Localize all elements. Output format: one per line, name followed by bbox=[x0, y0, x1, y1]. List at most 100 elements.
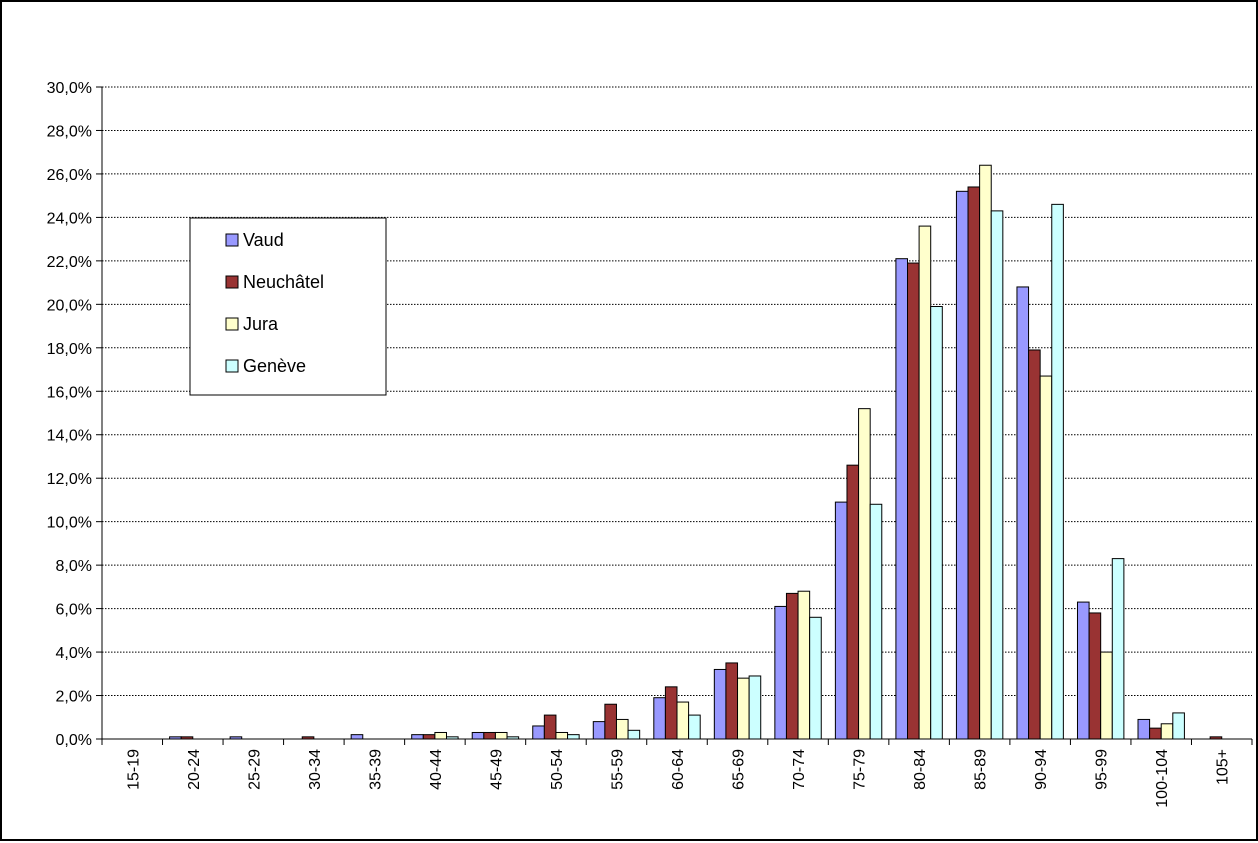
x-tick-label: 60-64 bbox=[670, 749, 687, 790]
x-tick-label: 45-49 bbox=[488, 749, 505, 790]
x-tick-label: 50-54 bbox=[549, 749, 566, 790]
legend-label: Genève bbox=[243, 356, 306, 376]
bar-neuch-tel-75-79 bbox=[846, 464, 860, 740]
y-tick-label: 18,0% bbox=[47, 341, 92, 358]
legend-swatch bbox=[225, 317, 239, 331]
bar-jura-95-99 bbox=[1100, 651, 1113, 740]
bar-jura-65-69 bbox=[737, 677, 750, 740]
bar-vaud-55-59 bbox=[592, 721, 606, 740]
bar-vaud-90-94 bbox=[1016, 286, 1030, 740]
bar-vaud-45-49 bbox=[471, 731, 485, 740]
bar-neuch-tel-55-59 bbox=[604, 703, 617, 740]
bar-jura-40-44 bbox=[434, 731, 447, 740]
x-tick-label: 35-39 bbox=[367, 749, 384, 790]
bar-vaud-65-69 bbox=[713, 668, 727, 740]
legend-swatch bbox=[225, 359, 239, 373]
legend-label: Neuchâtel bbox=[243, 272, 324, 292]
bar-gen-ve-65-69 bbox=[748, 675, 762, 740]
y-tick-label: 22,0% bbox=[47, 254, 92, 271]
bar-jura-55-59 bbox=[615, 718, 629, 740]
x-tick-label: 25-29 bbox=[246, 749, 263, 790]
bar-neuch-tel-40-44 bbox=[422, 734, 436, 740]
bar-neuch-tel-65-69 bbox=[725, 662, 739, 740]
y-tick-labels: 0,0% 2,0% 4,0% 6,0% 8,0% 10,0% 12,0% 14,0% 16,0%… bbox=[47, 80, 92, 749]
y-tick-label: 28,0% bbox=[47, 123, 92, 140]
bar-vaud-80-84 bbox=[895, 258, 909, 740]
x-tick-label: 15-19 bbox=[125, 749, 142, 790]
bar-vaud-70-74 bbox=[774, 605, 787, 740]
bar-neuch-tel-80-84 bbox=[907, 262, 920, 740]
y-tick-label: 6,0% bbox=[56, 602, 92, 619]
bar-vaud-60-64 bbox=[653, 697, 666, 740]
bar-vaud-100-104 bbox=[1137, 718, 1151, 740]
bar-jura-50-54 bbox=[555, 731, 569, 740]
y-tick-label: 12,0% bbox=[47, 471, 92, 488]
bar-vaud-35-39 bbox=[350, 734, 364, 740]
y-tick-label: 26,0% bbox=[47, 167, 92, 184]
bar-gen-ve-75-79 bbox=[869, 503, 883, 740]
bar-gen-ve-55-59 bbox=[627, 729, 641, 740]
y-tick-label: 14,0% bbox=[47, 428, 92, 445]
legend-swatch bbox=[225, 233, 239, 247]
bar-neuch-tel-95-99 bbox=[1088, 612, 1102, 740]
bars bbox=[169, 164, 1223, 740]
x-tick-label: 30-34 bbox=[307, 749, 324, 790]
x-tick-label: 70-74 bbox=[791, 749, 808, 790]
bar-vaud-75-79 bbox=[834, 501, 848, 740]
legend: Vaud Neuchâtel Jura Genève bbox=[189, 217, 387, 396]
x-tick-label: 65-69 bbox=[731, 749, 748, 790]
bar-gen-ve-70-74 bbox=[809, 616, 822, 740]
bar-gen-ve-80-84 bbox=[930, 306, 943, 740]
x-tick-label: 100-104 bbox=[1154, 749, 1171, 808]
bar-neuch-tel-50-54 bbox=[543, 714, 557, 740]
bar-jura-70-74 bbox=[797, 590, 811, 740]
y-tick-label: 10,0% bbox=[47, 515, 92, 532]
y-tick-label: 0,0% bbox=[56, 732, 92, 749]
bar-gen-ve-100-104 bbox=[1172, 712, 1185, 740]
bar-gen-ve-60-64 bbox=[688, 714, 701, 740]
bar-vaud-95-99 bbox=[1076, 601, 1090, 740]
x-tick-label: 40-44 bbox=[428, 749, 445, 790]
y-tick-label: 2,0% bbox=[56, 689, 92, 706]
bar-neuch-tel-85-89 bbox=[967, 186, 981, 740]
y-tick-label: 30,0% bbox=[47, 80, 92, 97]
x-tick-label: 75-79 bbox=[852, 749, 869, 790]
x-tick-labels: 15-19 20-24 25-29 30-34 35-39 40-44 45-49 50-54… bbox=[125, 749, 1231, 808]
bar-neuch-tel-45-49 bbox=[483, 731, 496, 740]
bar-jura-80-84 bbox=[918, 225, 932, 740]
legend-label: Jura bbox=[243, 314, 279, 334]
bar-jura-100-104 bbox=[1160, 723, 1174, 740]
y-tick-label: 24,0% bbox=[47, 210, 92, 227]
bar-gen-ve-95-99 bbox=[1111, 558, 1125, 740]
bar-neuch-tel-60-64 bbox=[664, 686, 678, 740]
y-tick-label: 16,0% bbox=[47, 384, 92, 401]
legend-label: Vaud bbox=[243, 230, 284, 250]
legend-box bbox=[189, 217, 387, 396]
axes bbox=[96, 86, 1253, 745]
bar-gen-ve-85-89 bbox=[990, 210, 1004, 740]
bar-gen-ve-90-94 bbox=[1051, 203, 1064, 740]
bar-vaud-50-54 bbox=[532, 725, 545, 740]
bar-jura-75-79 bbox=[858, 408, 871, 740]
bar-gen-ve-50-54 bbox=[567, 734, 580, 740]
x-tick-label: 20-24 bbox=[186, 749, 203, 790]
x-tick-label: 55-59 bbox=[609, 749, 626, 790]
x-tick-label: 90-94 bbox=[1033, 749, 1050, 790]
bar-neuch-tel-90-94 bbox=[1028, 349, 1041, 740]
bar-vaud-40-44 bbox=[411, 734, 424, 740]
legend-swatch bbox=[225, 275, 239, 289]
bar-jura-85-89 bbox=[979, 164, 992, 740]
bar-jura-90-94 bbox=[1039, 375, 1053, 740]
bar-vaud-85-89 bbox=[955, 190, 969, 740]
x-tick-label: 85-89 bbox=[973, 749, 990, 790]
bar-jura-45-49 bbox=[494, 731, 508, 740]
bar-jura-60-64 bbox=[676, 701, 690, 740]
y-tick-label: 20,0% bbox=[47, 297, 92, 314]
x-tick-label: 95-99 bbox=[1094, 749, 1111, 790]
y-tick-label: 8,0% bbox=[56, 558, 92, 575]
bar-neuch-tel-100-104 bbox=[1149, 727, 1162, 740]
y-tick-label: 4,0% bbox=[56, 645, 92, 662]
bar-neuch-tel-70-74 bbox=[785, 592, 799, 740]
